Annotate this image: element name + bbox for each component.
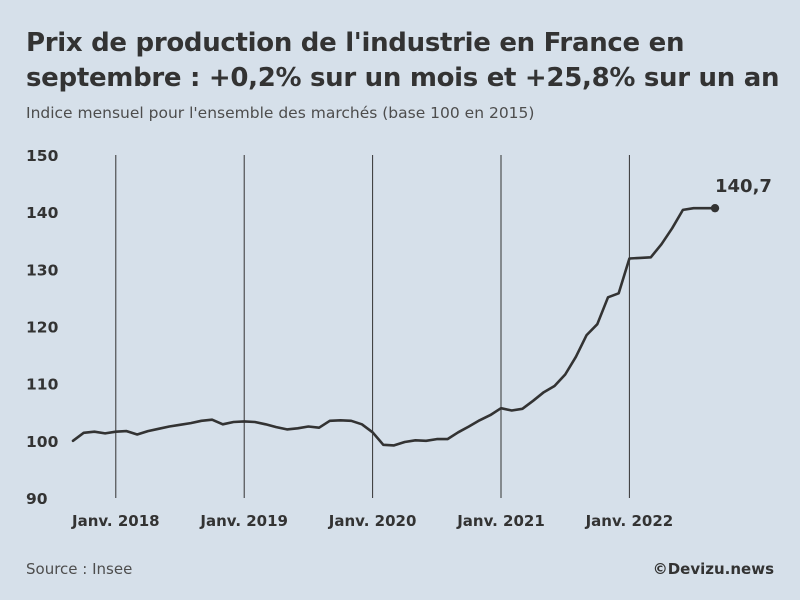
x-axis-ticks: Janv. 2018 Janv. 2019 Janv. 2020 Janv. 2021… [71, 512, 673, 530]
chart-title: Prix de production de l'industrie en Fra… [26, 26, 786, 96]
y-tick-label: 100 [26, 433, 59, 451]
y-tick-label: 110 [26, 376, 59, 394]
series-group [71, 206, 717, 447]
x-tick-label: Janv. 2020 [328, 512, 417, 530]
y-tick-label: 130 [26, 261, 59, 279]
y-tick-label: 150 [26, 147, 59, 165]
chart-title-line-2: septembre : +0,2% sur un mois et +25,8% … [26, 63, 780, 93]
x-tick-label: Janv. 2018 [71, 512, 160, 530]
last-point-marker [710, 203, 720, 213]
series-line [71, 206, 717, 447]
y-tick-label: 140 [26, 204, 59, 222]
last-value-label: 140,7 [715, 176, 772, 197]
chart-title-line-1: Prix de production de l'industrie en Fra… [26, 28, 685, 58]
x-tick-label: Janv. 2019 [199, 512, 288, 530]
y-tick-label: 90 [26, 490, 48, 508]
y-tick-label: 120 [26, 319, 59, 337]
y-axis-ticks: 150 140 130 120 110 100 90 [26, 147, 59, 508]
vertical-gridlines [115, 155, 630, 498]
annotations: 140,7 [710, 176, 772, 213]
chart-subtitle: Indice mensuel pour l'ensemble des march… [26, 104, 535, 122]
credit-note: ©Devizu.news [652, 560, 774, 578]
source-note: Source : Insee [26, 560, 133, 578]
x-tick-label: Janv. 2022 [585, 512, 674, 530]
x-tick-label: Janv. 2021 [456, 512, 545, 530]
